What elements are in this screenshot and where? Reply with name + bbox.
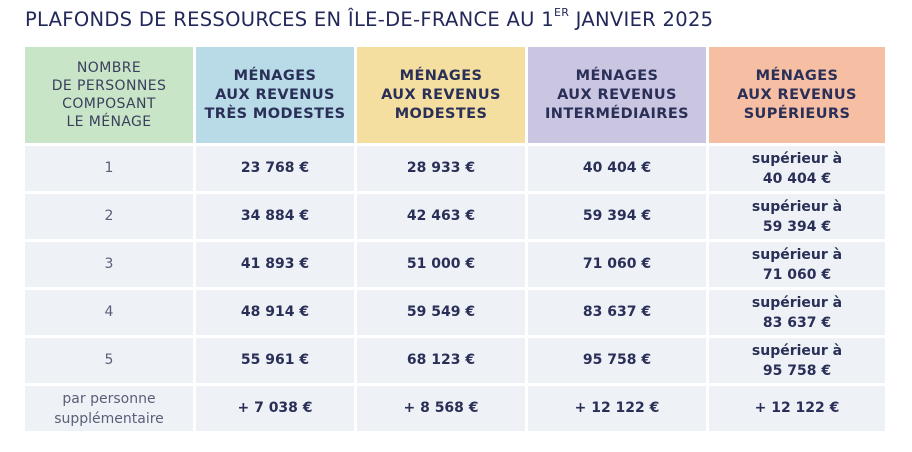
superieurs-prefix: supérieur à — [751, 150, 843, 167]
superieurs-value: 59 394 € — [762, 218, 832, 235]
superieurs-prefix: supérieur à — [751, 198, 843, 215]
superieurs-prefix: supérieur à — [751, 246, 843, 263]
cell-superieurs: supérieur à 40 404 € — [709, 146, 885, 191]
cell-modestes: 68 123 € — [357, 338, 525, 383]
cell-intermediaires: 95 758 € — [528, 338, 706, 383]
header-persons-line: NOMBRE — [76, 60, 142, 76]
cell-intermediaires-extra: + 12 122 € — [528, 386, 706, 431]
superieurs-value: 71 060 € — [762, 266, 832, 283]
header-tres-modestes-line: TRÈS MODESTES — [204, 105, 346, 122]
header-intermediaires: MÉNAGES AUX REVENUS INTERMÉDIAIRES — [528, 47, 706, 143]
table-row: 5 55 961 € 68 123 € 95 758 € supérieur à… — [25, 338, 885, 383]
extra-persons-line: par personne — [62, 390, 156, 407]
header-superieurs-line: MÉNAGES — [755, 67, 839, 84]
cell-persons: 5 — [25, 338, 193, 383]
cell-intermediaires: 83 637 € — [528, 290, 706, 335]
cell-intermediaires: 40 404 € — [528, 146, 706, 191]
header-tres-modestes-line: AUX REVENUS — [215, 86, 335, 103]
title-main: PLAFONDS DE RESSOURCES EN ÎLE-DE-FRANCE … — [25, 8, 554, 31]
cell-intermediaires: 71 060 € — [528, 242, 706, 287]
header-intermediaires-line: MÉNAGES — [575, 67, 659, 84]
table-row: 3 41 893 € 51 000 € 71 060 € supérieur à… — [25, 242, 885, 287]
cell-superieurs: supérieur à 95 758 € — [709, 338, 885, 383]
extra-persons-line: supplémentaire — [54, 410, 164, 427]
header-intermediaires-line: INTERMÉDIAIRES — [545, 105, 689, 122]
cell-tres-modestes-extra: + 7 038 € — [196, 386, 354, 431]
superieurs-prefix: supérieur à — [751, 342, 843, 359]
header-persons: NOMBRE DE PERSONNES COMPOSANT LE MÉNAGE — [25, 47, 193, 143]
header-row: NOMBRE DE PERSONNES COMPOSANT LE MÉNAGE … — [25, 47, 885, 143]
superieurs-value: 40 404 € — [762, 170, 832, 187]
income-ceilings-table: NOMBRE DE PERSONNES COMPOSANT LE MÉNAGE … — [22, 44, 888, 434]
cell-modestes: 59 549 € — [357, 290, 525, 335]
header-modestes-line: MÉNAGES — [399, 67, 483, 84]
header-persons-line: LE MÉNAGE — [66, 114, 152, 130]
superieurs-value: 83 637 € — [762, 314, 832, 331]
table-row: 1 23 768 € 28 933 € 40 404 € supérieur à… — [25, 146, 885, 191]
cell-intermediaires: 59 394 € — [528, 194, 706, 239]
cell-tres-modestes: 41 893 € — [196, 242, 354, 287]
cell-superieurs: supérieur à 83 637 € — [709, 290, 885, 335]
superieurs-value: 95 758 € — [762, 362, 832, 379]
table-row: 2 34 884 € 42 463 € 59 394 € supérieur à… — [25, 194, 885, 239]
cell-superieurs-extra: + 12 122 € — [709, 386, 885, 431]
superieurs-prefix: supérieur à — [751, 294, 843, 311]
header-modestes-line: AUX REVENUS — [381, 86, 501, 103]
header-persons-line: COMPOSANT — [62, 96, 156, 112]
cell-tres-modestes: 48 914 € — [196, 290, 354, 335]
table-row: 4 48 914 € 59 549 € 83 637 € supérieur à… — [25, 290, 885, 335]
header-modestes-line: MODESTES — [394, 105, 488, 122]
cell-tres-modestes: 55 961 € — [196, 338, 354, 383]
cell-persons: 4 — [25, 290, 193, 335]
title-superscript: ER — [553, 6, 570, 19]
title-rest: JANVIER 2025 — [569, 8, 714, 31]
header-intermediaires-line: AUX REVENUS — [557, 86, 677, 103]
header-superieurs: MÉNAGES AUX REVENUS SUPÉRIEURS — [709, 47, 885, 143]
header-tres-modestes: MÉNAGES AUX REVENUS TRÈS MODESTES — [196, 47, 354, 143]
header-tres-modestes-line: MÉNAGES — [233, 67, 317, 84]
header-modestes: MÉNAGES AUX REVENUS MODESTES — [357, 47, 525, 143]
cell-modestes: 42 463 € — [357, 194, 525, 239]
cell-superieurs: supérieur à 71 060 € — [709, 242, 885, 287]
cell-superieurs: supérieur à 59 394 € — [709, 194, 885, 239]
extra-person-row: par personne supplémentaire + 7 038 € + … — [25, 386, 885, 431]
cell-persons: 1 — [25, 146, 193, 191]
cell-modestes: 51 000 € — [357, 242, 525, 287]
cell-modestes-extra: + 8 568 € — [357, 386, 525, 431]
header-persons-line: DE PERSONNES — [51, 78, 167, 94]
cell-persons: 3 — [25, 242, 193, 287]
header-superieurs-line: SUPÉRIEURS — [743, 105, 851, 122]
cell-tres-modestes: 34 884 € — [196, 194, 354, 239]
cell-persons: 2 — [25, 194, 193, 239]
page-title: PLAFONDS DE RESSOURCES EN ÎLE-DE-FRANCE … — [25, 6, 714, 31]
cell-tres-modestes: 23 768 € — [196, 146, 354, 191]
cell-modestes: 28 933 € — [357, 146, 525, 191]
header-superieurs-line: AUX REVENUS — [737, 86, 857, 103]
cell-persons-extra: par personne supplémentaire — [25, 386, 193, 431]
